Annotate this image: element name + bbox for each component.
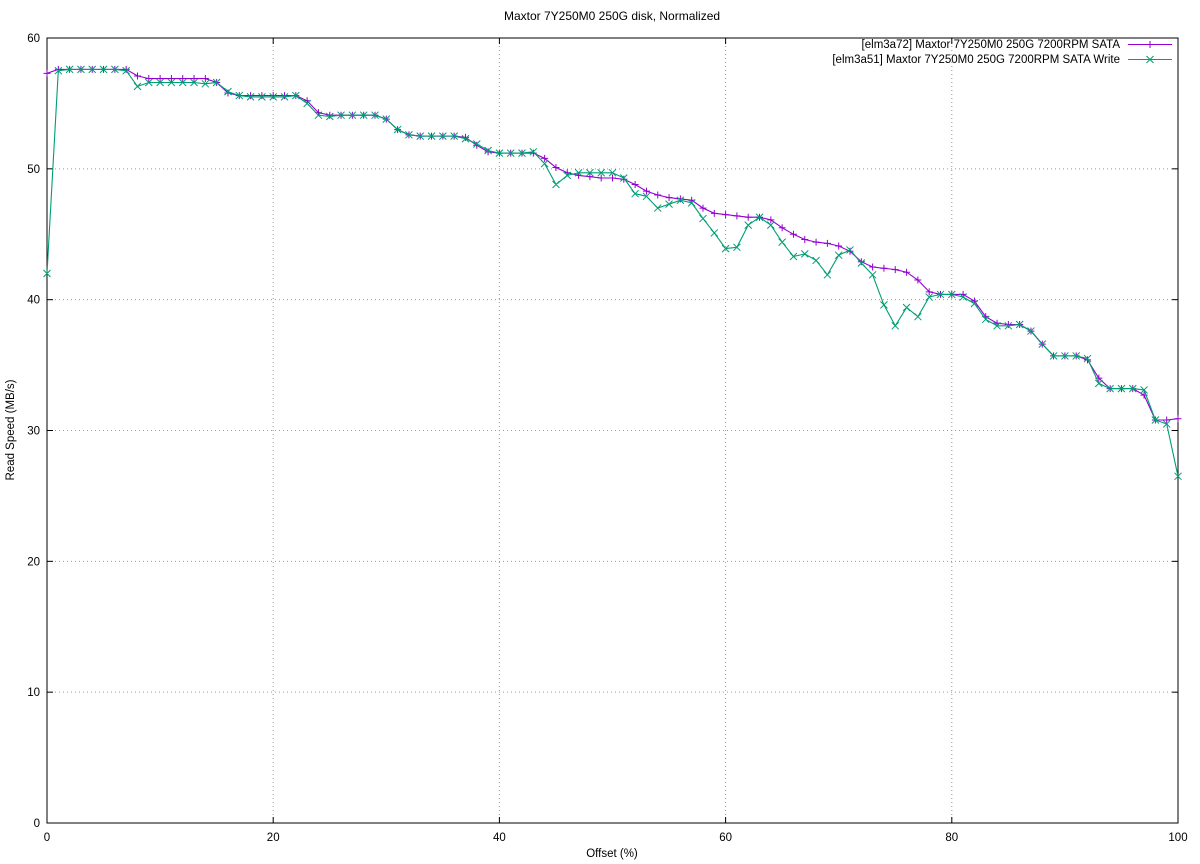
axis-ticks [46, 37, 1179, 824]
chart-title: Maxtor 7Y250M0 250G disk, Normalized [504, 9, 720, 23]
legend-label-write: [elm3a51] Maxtor 7Y250M0 250G 7200RPM SA… [832, 54, 1120, 66]
y-tick-label: 10 [27, 687, 40, 699]
x-tick-label: 100 [1168, 832, 1187, 844]
legend-line-samples [1128, 41, 1172, 64]
y-tick-label: 60 [27, 33, 40, 45]
series-write-markers [43, 65, 1182, 481]
series-read [43, 65, 1182, 424]
x-tick-label: 40 [493, 832, 506, 844]
grid-lines [47, 38, 1178, 823]
x-tick-label: 80 [945, 832, 958, 844]
data-series [43, 65, 1182, 481]
y-axis-label: Read Speed (MB/s) [5, 379, 17, 480]
legend-sample-marker [1146, 55, 1154, 64]
y-tick-label: 50 [27, 164, 40, 176]
y-tick-label: 30 [27, 426, 40, 438]
legend-label-read: [elm3a72] Maxtor 7Y250M0 250G 7200RPM SA… [862, 39, 1121, 51]
x-tick-label: 20 [267, 832, 280, 844]
series-read-markers [43, 65, 1182, 424]
x-axis-label: Offset (%) [586, 848, 638, 860]
series-write [43, 65, 1182, 481]
x-tick-label: 60 [719, 832, 732, 844]
y-tick-label: 40 [27, 295, 40, 307]
x-tick-label: 0 [44, 832, 50, 844]
y-tick-label: 0 [34, 818, 40, 830]
series-read-line [46, 68, 1179, 421]
y-tick-label: 20 [27, 556, 40, 568]
series-write-line [46, 68, 1179, 477]
axis-tick-labels: 0 20 40 60 80 100 0 10 20 30 40 50 60 [27, 33, 1187, 844]
legend: [elm3a72] Maxtor 7Y250M0 250G 7200RPM SA… [832, 39, 1172, 66]
legend-sample-marker [1146, 41, 1154, 48]
plot-border [46, 37, 1179, 824]
